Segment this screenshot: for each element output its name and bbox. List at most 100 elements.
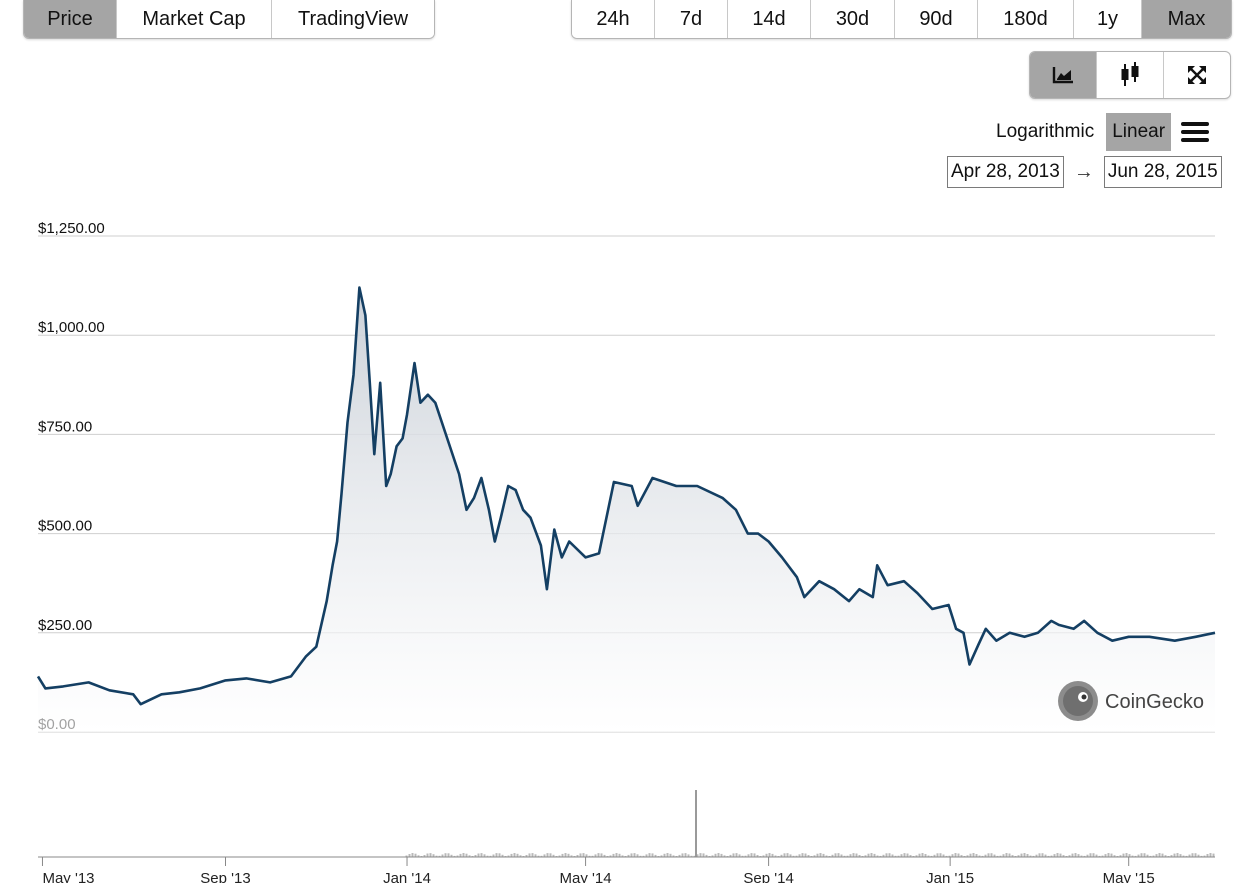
y-tick-label: $1,000.00 [38,319,105,336]
date-to-input[interactable]: Jun 28, 2015 [1103,156,1222,188]
volume-bar [855,853,858,857]
volume-bar [417,855,420,857]
volume-bar [948,855,951,857]
volume-bar [432,854,435,857]
coingecko-logo-inner [1063,686,1093,716]
volume-bar [534,854,537,857]
volume-bar [408,854,411,857]
volume-bar [621,855,624,857]
volume-bar [1152,855,1155,857]
y-tick-label: $250.00 [38,617,92,634]
volume-bar [531,853,534,857]
volume-bar [900,854,903,857]
range-14d-button[interactable]: 14d [728,0,811,38]
tab-price[interactable]: Price [24,0,117,38]
range-7d-button[interactable]: 7d [655,0,728,38]
volume-bar [609,855,612,857]
volume-bar [924,854,927,857]
volume-bar [882,854,885,857]
range-max-button[interactable]: Max [1142,0,1231,38]
volume-bar [1128,854,1131,857]
volume-bar [957,853,960,857]
volume-bar [687,854,690,857]
volume-bar [789,854,792,857]
volume-bar [843,855,846,857]
volume-bar [540,855,543,857]
volume-bar [468,855,471,857]
volume-bar [1194,853,1197,857]
volume-bar [1056,853,1059,857]
volume-bar [774,855,777,857]
volume-bar [672,855,675,857]
candlestick-button[interactable] [1097,52,1164,98]
volume-bar [927,855,930,857]
hamburger-menu-icon[interactable] [1181,120,1210,144]
price-chart[interactable]: $0.00$250.00$500.00$750.00$1,000.00$1,25… [0,200,1248,883]
range-24h-button[interactable]: 24h [572,0,655,38]
volume-bar [825,855,828,857]
volume-bar [654,854,657,857]
logarithmic-option[interactable]: Logarithmic [996,121,1095,142]
date-from-input[interactable]: Apr 28, 2013 [947,156,1064,188]
volume-bar [465,853,468,857]
range-180d-button[interactable]: 180d [978,0,1074,38]
volume-bar [549,853,552,857]
volume-bar [762,855,765,857]
volume-bar [987,853,990,857]
volume-bar [1191,853,1194,857]
y-tick-label: $1,250.00 [38,220,105,237]
fullscreen-button[interactable] [1164,52,1230,98]
date-range: Apr 28, 2013 → Jun 28, 2015 [947,156,1222,188]
volume-bar [765,853,768,857]
volume-bar [1173,853,1176,857]
line-chart-button[interactable] [1030,52,1097,98]
volume-bar [447,853,450,857]
line-chart-icon [1052,67,1073,84]
volume-bar [786,853,789,857]
range-30d-button[interactable]: 30d [811,0,895,38]
volume-bar [966,855,969,857]
x-tick-label: Jan '14 [383,870,431,883]
volume-bar [936,853,939,857]
volume-bar [690,855,693,857]
volume-bar [1110,853,1113,857]
x-tick-label: Sep '13 [200,870,250,883]
volume-bar [909,855,912,857]
volume-bar [867,853,870,857]
tab-tradingview[interactable]: TradingView [272,0,434,38]
volume-bar [564,853,567,857]
volume-bar [441,854,444,857]
volume-bar [1077,854,1080,857]
volume-bar [435,855,438,857]
tab-market-cap[interactable]: Market Cap [117,0,272,38]
volume-bar [705,854,708,857]
volume-bar [666,853,669,857]
volume-bar [498,853,501,857]
volume-bar [429,853,432,857]
volume-bar [876,855,879,857]
volume-bar [1185,855,1188,857]
volume-bar [1140,853,1143,857]
range-1y-button[interactable]: 1y [1074,0,1142,38]
x-axis: May '13 Sep '13 Jan '14 May '14 Sep '14 Jan '… [41,857,1155,883]
volume-bar [663,853,666,857]
volume-bar [933,854,936,857]
volume-bar [732,853,735,857]
volume-bar [975,854,978,857]
volume-bar [1125,853,1128,857]
date-range-arrow: → [1073,160,1094,183]
range-90d-button[interactable]: 90d [895,0,978,38]
volume-bar [582,853,585,857]
volume-bar [1101,855,1104,857]
volume-bar [993,854,996,857]
volume-bar [543,854,546,857]
volume-bar [1002,854,1005,857]
volume-bar [567,853,570,857]
volume-bar [1155,854,1158,857]
volume-bar [537,855,540,857]
volume-bar [864,855,867,857]
linear-option[interactable]: Linear [1106,113,1172,151]
volume-bar [735,853,738,857]
price-area [38,287,1215,732]
volume-bar [921,853,924,857]
